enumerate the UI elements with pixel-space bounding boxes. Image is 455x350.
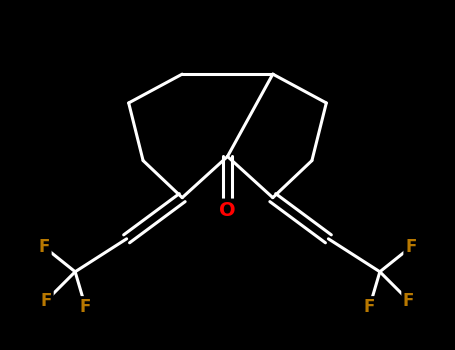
Text: F: F	[364, 298, 375, 316]
Text: F: F	[39, 238, 50, 256]
Text: F: F	[405, 238, 416, 256]
Text: O: O	[219, 201, 236, 219]
Text: F: F	[40, 292, 52, 310]
Text: F: F	[403, 292, 415, 310]
Text: F: F	[80, 298, 91, 316]
